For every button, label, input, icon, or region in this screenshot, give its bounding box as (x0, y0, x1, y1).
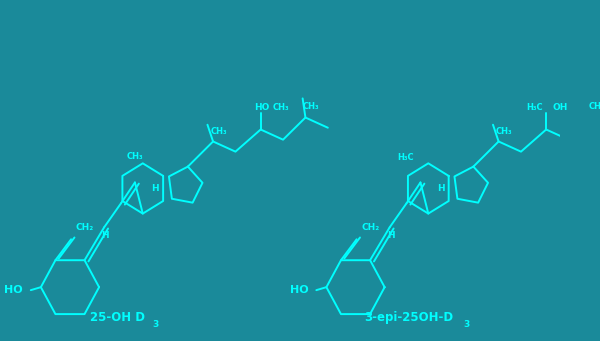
Text: H: H (101, 231, 109, 240)
Text: CH₃: CH₃ (302, 102, 319, 110)
Text: CH₃: CH₃ (127, 151, 144, 161)
Text: HO: HO (254, 103, 269, 113)
Text: CH₂: CH₂ (361, 223, 379, 232)
Text: 25-OH D: 25-OH D (90, 311, 145, 324)
Text: CH₃: CH₃ (273, 103, 290, 113)
Text: CH₂: CH₂ (76, 223, 94, 232)
Text: 3-epi-25OH-D: 3-epi-25OH-D (364, 311, 453, 324)
Text: OH: OH (553, 103, 568, 113)
Text: H₃C: H₃C (398, 153, 414, 162)
Text: H: H (437, 184, 445, 193)
Text: CH₃: CH₃ (496, 127, 512, 136)
Text: 3: 3 (464, 320, 470, 329)
Text: 3: 3 (152, 320, 158, 329)
Text: HO: HO (290, 285, 308, 295)
Text: HO: HO (4, 285, 23, 295)
Text: H₃C: H₃C (527, 103, 543, 113)
Text: H: H (387, 231, 394, 240)
Text: CH₃: CH₃ (588, 102, 600, 110)
Text: H: H (151, 184, 159, 193)
Text: CH₃: CH₃ (210, 127, 227, 136)
